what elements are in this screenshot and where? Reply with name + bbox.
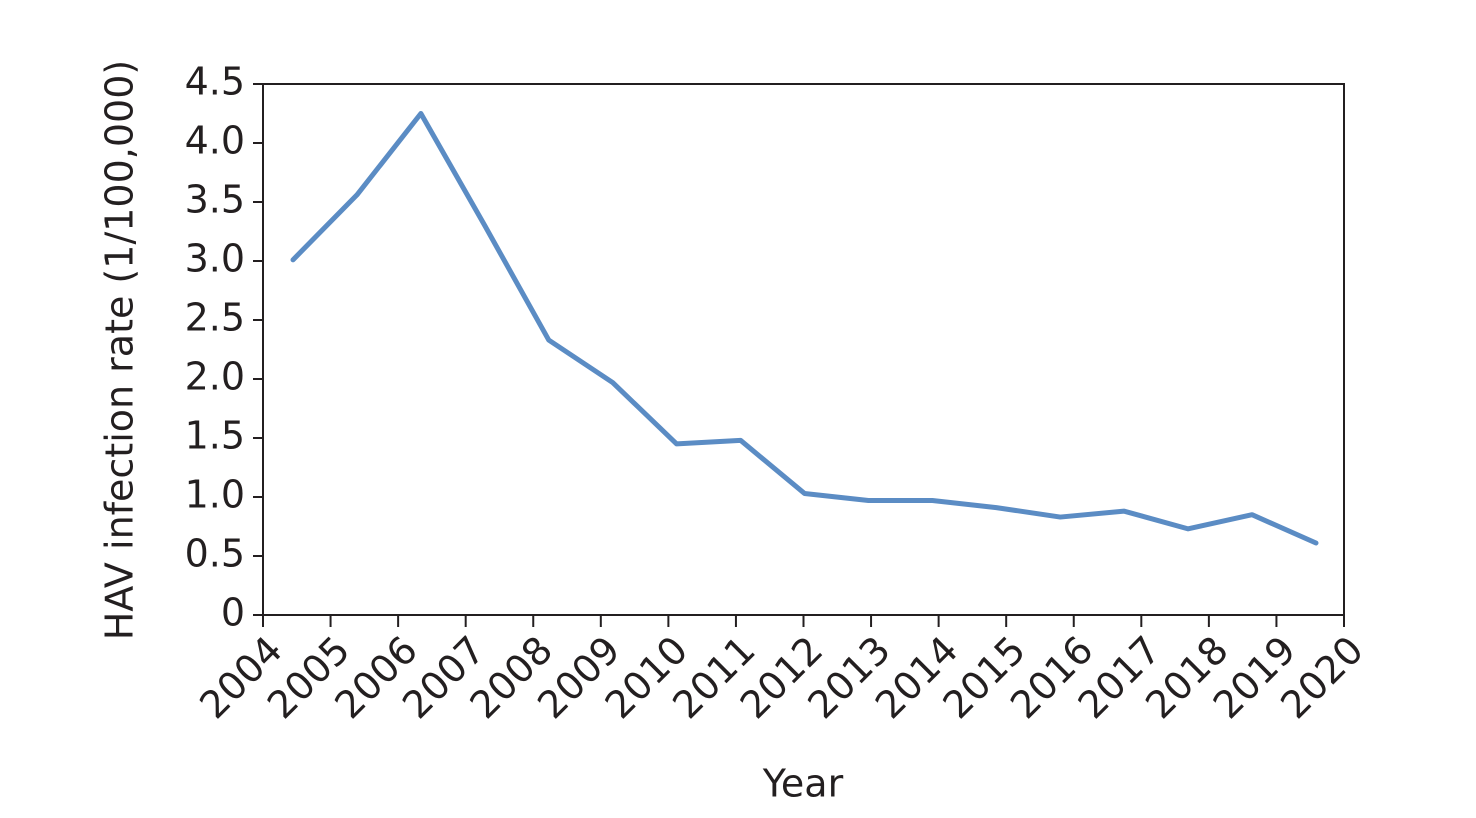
y-tick-label: 4.5: [185, 60, 245, 104]
y-tick-label: 2.0: [185, 355, 245, 399]
y-tick-label: 3.0: [185, 237, 245, 281]
x-axis-label: Year: [762, 762, 844, 806]
y-tick-label: 0.5: [185, 532, 245, 576]
data-line: [290, 111, 1319, 546]
y-tick-label: 2.5: [185, 296, 245, 340]
y-tick-label: 0: [221, 591, 245, 635]
y-tick-label: 1.5: [185, 414, 245, 458]
plot-frame: [262, 83, 1345, 616]
y-tick-label: 4.0: [185, 119, 245, 163]
y-axis-label: HAV infection rate (1/100,000): [98, 60, 142, 640]
y-tick-label: 1.0: [185, 473, 245, 517]
y-tick-label: 3.5: [185, 178, 245, 222]
